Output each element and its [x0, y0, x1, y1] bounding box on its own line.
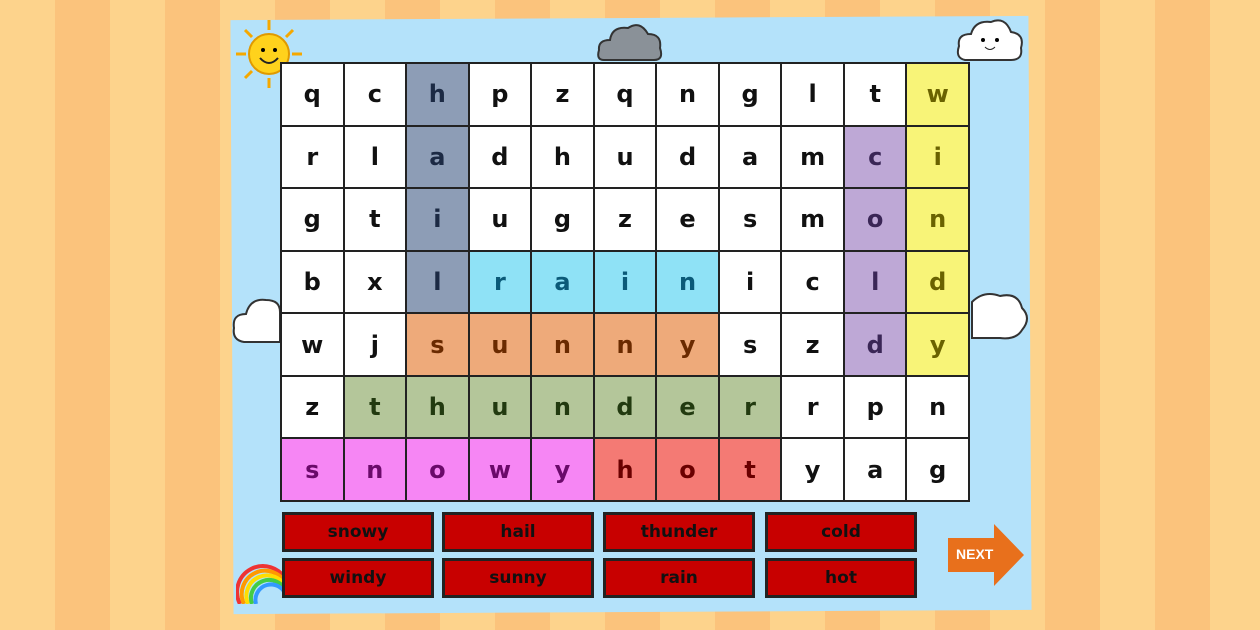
word-button-hail[interactable]: hail — [442, 512, 594, 552]
grid-cell[interactable]: c — [782, 251, 843, 313]
grid-cell[interactable]: s — [719, 314, 781, 375]
grid-cell-found-windy[interactable]: d — [907, 251, 968, 313]
grid-cell[interactable]: a — [844, 439, 906, 500]
cloud-icon — [232, 298, 281, 343]
grid-cell[interactable]: p — [469, 64, 531, 125]
grid-cell-found-cold[interactable]: c — [844, 126, 906, 188]
grid-cell-found-hail[interactable]: i — [407, 189, 468, 250]
grid-cell[interactable]: i — [719, 251, 781, 313]
grid-cell-found-snowy[interactable]: o — [407, 439, 468, 500]
grid-cell[interactable]: e — [657, 189, 718, 250]
grid-cell-found-windy[interactable]: n — [907, 189, 968, 250]
grid-cell[interactable]: g — [907, 439, 968, 500]
next-label: NEXT — [956, 546, 994, 562]
grid-cell-found-hail[interactable]: a — [407, 126, 468, 188]
grid-cell[interactable]: h — [532, 126, 593, 188]
grid-cell[interactable]: r — [282, 126, 343, 188]
word-button-windy[interactable]: windy — [282, 558, 434, 598]
grid-cell[interactable]: n — [657, 64, 718, 125]
grid-cell-found-rain[interactable]: i — [594, 251, 656, 313]
grid-cell-found-windy[interactable]: w — [907, 64, 968, 125]
grid-cell[interactable]: g — [532, 189, 593, 250]
word-button-sunny[interactable]: sunny — [442, 558, 594, 598]
grid-cell-found-sunny[interactable]: n — [594, 314, 656, 375]
next-button[interactable]: NEXT — [948, 524, 1024, 586]
grid-cell[interactable]: s — [719, 189, 781, 250]
word-button-thunder[interactable]: thunder — [603, 512, 755, 552]
grid-cell-found-snowy[interactable]: n — [344, 439, 406, 500]
grid-cell[interactable]: m — [782, 189, 843, 250]
grid-cell-found-hot[interactable]: t — [719, 439, 781, 500]
rainbow-icon — [236, 564, 286, 604]
grid-cell-found-rain[interactable]: n — [657, 251, 718, 313]
grid-cell[interactable]: j — [344, 314, 406, 375]
grid-cell-found-thunder[interactable]: d — [594, 376, 656, 438]
grid-cell-found-sunny[interactable]: n — [532, 314, 593, 375]
grid-cell[interactable]: u — [469, 189, 531, 250]
grid-cell-found-sunny[interactable]: u — [469, 314, 531, 375]
grid-cell-found-thunder[interactable]: t — [344, 376, 406, 438]
grid-cell-found-thunder[interactable]: r — [719, 376, 781, 438]
grid-cell-found-windy[interactable]: y — [907, 314, 968, 375]
grid-cell-found-thunder[interactable]: n — [532, 376, 593, 438]
grid-cell[interactable]: n — [907, 376, 968, 438]
grid-cell[interactable]: z — [282, 376, 343, 438]
grid-cell[interactable]: t — [844, 64, 906, 125]
grid-cell-found-snowy[interactable]: s — [282, 439, 343, 500]
grid-cell[interactable]: a — [719, 126, 781, 188]
word-button-snowy[interactable]: snowy — [282, 512, 434, 552]
grid-cell[interactable]: z — [782, 314, 843, 375]
grid-cell-found-thunder[interactable]: e — [657, 376, 718, 438]
grid-cell[interactable]: l — [344, 126, 406, 188]
grid-cell-found-cold[interactable]: d — [844, 314, 906, 375]
grid-cell[interactable]: z — [532, 64, 593, 125]
grid-cell-found-cold[interactable]: l — [844, 251, 906, 313]
grid-cell[interactable]: l — [782, 64, 843, 125]
grid-cell[interactable]: r — [782, 376, 843, 438]
storm-cloud-icon — [597, 24, 663, 61]
grid-cell[interactable]: q — [282, 64, 343, 125]
grid-cell-found-sunny[interactable]: s — [407, 314, 468, 375]
grid-cell-found-snowy[interactable]: w — [469, 439, 531, 500]
grid-cell[interactable]: m — [782, 126, 843, 188]
grid-cell[interactable]: z — [594, 189, 656, 250]
grid-cell-found-thunder[interactable]: h — [407, 376, 468, 438]
grid-cell[interactable]: b — [282, 251, 343, 313]
grid-cell[interactable]: g — [719, 64, 781, 125]
grid-cell-found-hot[interactable]: h — [594, 439, 656, 500]
word-button-rain[interactable]: rain — [603, 558, 755, 598]
grid-cell-found-rain[interactable]: a — [532, 251, 593, 313]
grid-cell-found-hail[interactable]: l — [407, 251, 468, 313]
grid-cell[interactable]: g — [282, 189, 343, 250]
grid-cell[interactable]: w — [282, 314, 343, 375]
grid-cell[interactable]: d — [469, 126, 531, 188]
grid-cell-found-windy[interactable]: i — [907, 126, 968, 188]
grid-cell-found-sunny[interactable]: y — [657, 314, 718, 375]
grid-cell[interactable]: x — [344, 251, 406, 313]
grid-cell[interactable]: q — [594, 64, 656, 125]
word-button-hot[interactable]: hot — [765, 558, 917, 598]
cloud-icon — [956, 19, 1023, 61]
grid-cell-found-hail[interactable]: h — [407, 64, 468, 125]
grid-cell-found-thunder[interactable]: u — [469, 376, 531, 438]
grid-cell[interactable]: c — [344, 64, 406, 125]
grid-cell[interactable]: d — [657, 126, 718, 188]
grid-cell[interactable]: y — [782, 439, 843, 500]
word-button-cold[interactable]: cold — [765, 512, 917, 552]
arrow-right-icon — [948, 524, 1024, 586]
grid-cell[interactable]: t — [344, 189, 406, 250]
grid-cell[interactable]: p — [844, 376, 906, 438]
grid-cell[interactable]: u — [594, 126, 656, 188]
grid-cell-found-snowy[interactable]: y — [532, 439, 593, 500]
grid-cell-found-rain[interactable]: r — [469, 251, 531, 313]
grid-cell-found-hot[interactable]: o — [657, 439, 718, 500]
cloud-icon — [971, 293, 1028, 340]
grid-cell-found-cold[interactable]: o — [844, 189, 906, 250]
